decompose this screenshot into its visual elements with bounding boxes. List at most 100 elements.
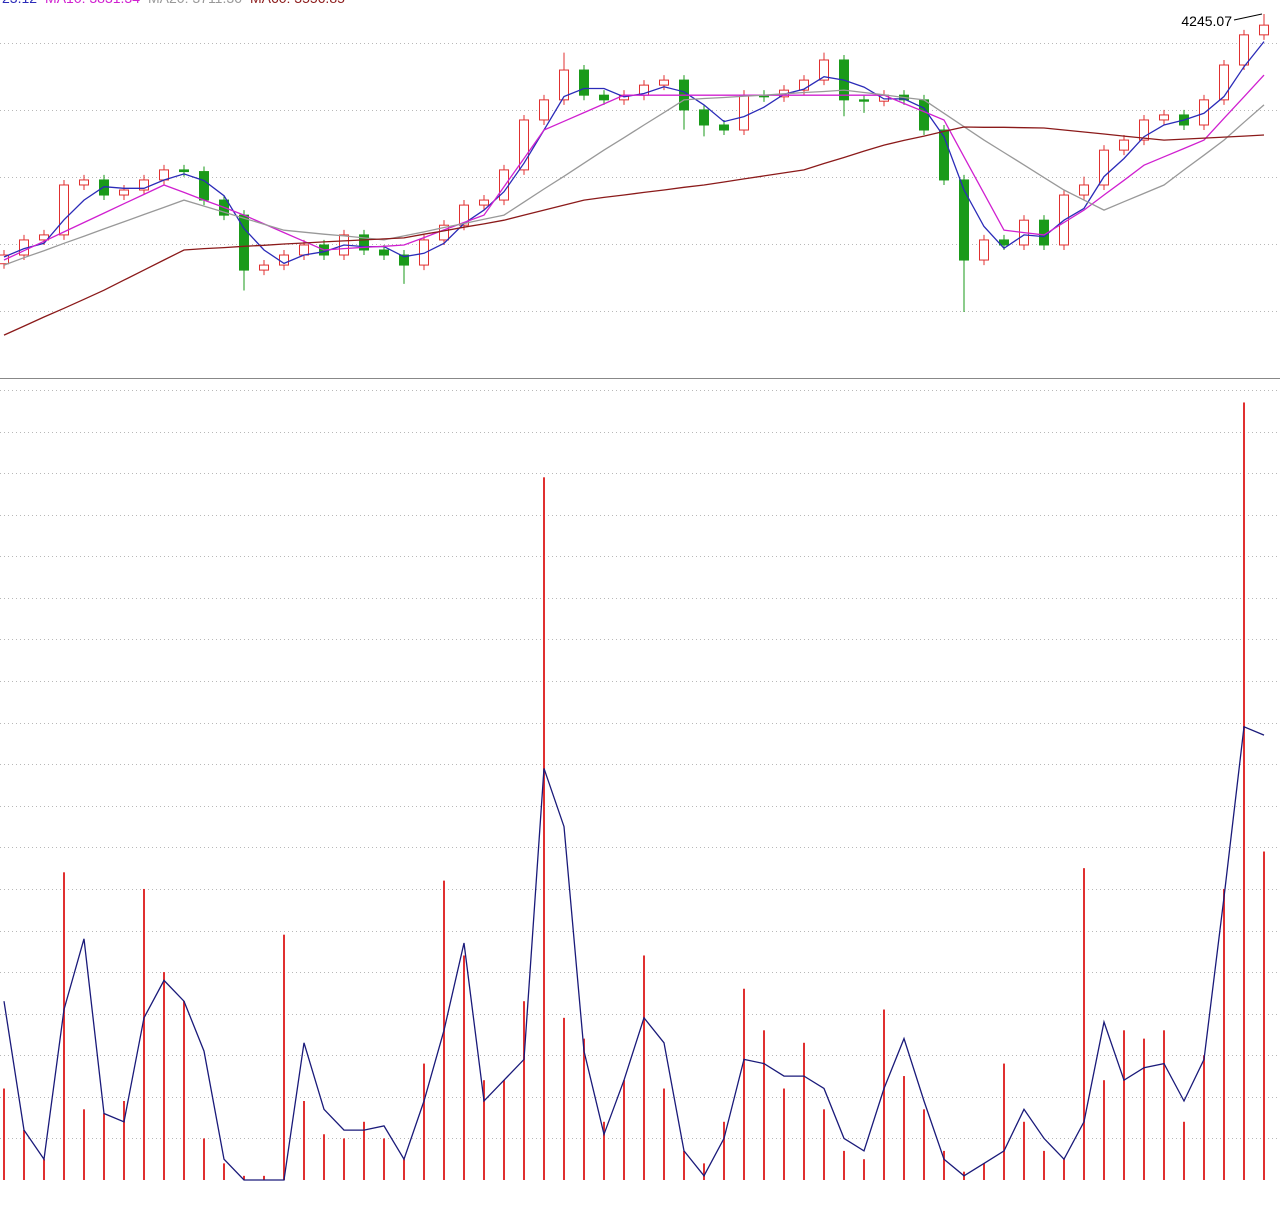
- volume-bar: [563, 1017, 565, 1180]
- line-series: [3, 89, 1265, 266]
- volume-bar: [343, 1138, 345, 1180]
- candle-body: [299, 244, 309, 256]
- volume-bar: [43, 1159, 45, 1180]
- volume-bar: [263, 1175, 265, 1180]
- candle-body: [259, 264, 269, 271]
- volume-bar: [723, 1121, 725, 1180]
- candle-body: [1239, 34, 1249, 66]
- candle-body: [459, 204, 469, 226]
- volume-bar: [203, 1138, 205, 1180]
- volume-bar: [283, 934, 285, 1180]
- candle-body: [959, 179, 969, 261]
- volume-bar: [943, 1150, 945, 1180]
- volume-bar: [623, 1080, 625, 1180]
- volume-bar: [1043, 1150, 1045, 1180]
- volume-bar: [903, 1076, 905, 1180]
- candle-body: [359, 234, 369, 251]
- high-annotation: 4245.07: [1181, 13, 1232, 29]
- candle-body: [139, 179, 149, 191]
- candle-body: [1119, 139, 1129, 151]
- candle-body: [519, 119, 529, 171]
- candle-body: [859, 99, 869, 102]
- volume-bar: [23, 1130, 25, 1180]
- candle-body: [179, 169, 189, 173]
- line-series: [3, 126, 1265, 336]
- volume-bar: [503, 1080, 505, 1180]
- volume-bar: [1003, 1063, 1005, 1180]
- volume-bar: [243, 1175, 245, 1180]
- candle-body: [479, 199, 489, 206]
- volume-bar: [363, 1121, 365, 1180]
- volume-bar: [703, 1163, 705, 1180]
- volume-bar: [743, 988, 745, 1180]
- candle-body: [1139, 119, 1149, 141]
- volume-bar: [383, 1138, 385, 1180]
- candle-body: [499, 169, 509, 201]
- candle-body: [739, 94, 749, 131]
- volume-bar: [603, 1121, 605, 1180]
- line-series: [3, 725, 1265, 1181]
- volume-bar: [423, 1063, 425, 1180]
- candle-body: [719, 124, 729, 131]
- volume-bar: [923, 1109, 925, 1180]
- volume-bar: [1063, 1159, 1065, 1180]
- volume-bar: [803, 1042, 805, 1180]
- volume-bar: [1163, 1030, 1165, 1180]
- candle-body: [419, 239, 429, 266]
- candle-body: [1199, 99, 1209, 126]
- volume-bar: [483, 1080, 485, 1180]
- volume-bar: [1023, 1121, 1025, 1180]
- candle-body: [599, 94, 609, 101]
- volume-bar: [543, 477, 545, 1180]
- volume-bar: [643, 955, 645, 1180]
- volume-bar: [763, 1030, 765, 1180]
- volume-bar: [463, 955, 465, 1180]
- volume-bar: [663, 1088, 665, 1180]
- volume-bar: [103, 1113, 105, 1180]
- volume-bar: [863, 1159, 865, 1180]
- volume-bar: [1123, 1030, 1125, 1180]
- candle-body: [1159, 114, 1169, 121]
- volume-bar: [1083, 868, 1085, 1180]
- volume-bar: [303, 1101, 305, 1180]
- volume-bar: [523, 1001, 525, 1180]
- volume-bar: [683, 1150, 685, 1180]
- volume-bar: [883, 1009, 885, 1180]
- legend-entry: MA60: 3556.85: [250, 0, 345, 6]
- candle-body: [79, 179, 89, 186]
- candle-body: [939, 129, 949, 181]
- volume-bar: [1143, 1038, 1145, 1180]
- volume-bar: [63, 872, 65, 1180]
- candle-body: [799, 79, 809, 91]
- annotation-arrow: [1233, 13, 1263, 21]
- volume-bar: [183, 1001, 185, 1180]
- candle-body: [1219, 64, 1229, 101]
- candle-body: [919, 99, 929, 131]
- candle-body: [979, 239, 989, 261]
- line-series: [3, 74, 1265, 261]
- legend-entry: MA20: 3711.36: [148, 0, 242, 6]
- volume-bar: [1203, 1055, 1205, 1180]
- volume-bar: [823, 1109, 825, 1180]
- candle-body: [379, 249, 389, 256]
- volume-bar: [843, 1150, 845, 1180]
- candle-body: [1099, 149, 1109, 186]
- legend-entry: 23.12: [2, 0, 37, 6]
- candle-body: [119, 189, 129, 196]
- candle-body: [439, 224, 449, 241]
- volume-bar: [223, 1163, 225, 1180]
- volume-bar: [983, 1163, 985, 1180]
- volume-bar: [163, 972, 165, 1180]
- legend-entry: MA10: 3831.34: [45, 0, 140, 6]
- volume-bar: [83, 1109, 85, 1180]
- candle-body: [399, 254, 409, 266]
- volume-bar: [783, 1088, 785, 1180]
- candle-body: [59, 184, 69, 236]
- volume-bar: [403, 1159, 405, 1180]
- volume-bar: [143, 888, 145, 1180]
- volume-bar: [3, 1088, 5, 1180]
- volume-bar: [123, 1101, 125, 1180]
- candle-body: [199, 171, 209, 201]
